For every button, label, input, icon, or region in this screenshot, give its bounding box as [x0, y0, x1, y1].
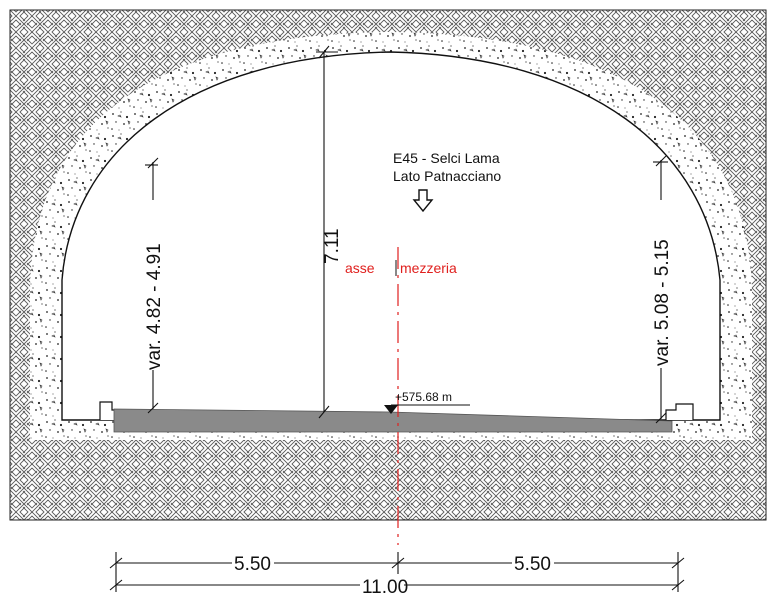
road-pavement: [113, 408, 673, 433]
axis-label-right: mezzeria: [400, 260, 457, 276]
height-right-label: var. 5.08 - 5.15: [652, 239, 673, 366]
width-dimensions: [109, 552, 685, 592]
tunnel-interior: [61, 51, 721, 421]
width-right-label: 5.50: [514, 554, 551, 575]
direction-line1: E45 - Selci Lama: [393, 150, 500, 166]
direction-line2: Lato Patnacciano: [393, 168, 501, 184]
height-center-dimension: [316, 45, 338, 419]
height-left-label: var. 4.82 - 4.91: [144, 243, 165, 370]
elevation-label: +575.68 m: [395, 390, 452, 404]
width-left-label: 5.50: [234, 554, 271, 575]
elevation-marker: [384, 404, 470, 414]
height-center-label: 7.11: [322, 228, 343, 264]
axis-label-left: asse: [345, 260, 375, 276]
width-total-label: 11.00: [362, 577, 408, 595]
direction-arrow-icon: [412, 189, 434, 213]
right-kerb: [665, 403, 694, 420]
